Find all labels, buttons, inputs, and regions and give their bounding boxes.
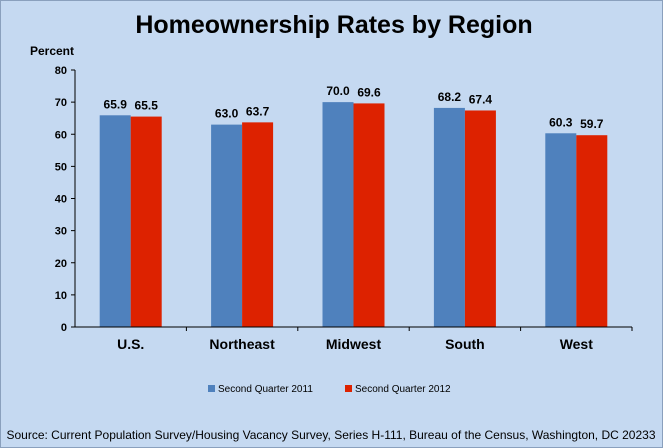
x-tick-label: U.S. [117,336,144,352]
bar [464,110,496,327]
chart-title: Homeownership Rates by Region [135,11,532,39]
x-tick-label: Northeast [209,336,275,352]
data-label: 69.6 [357,85,381,99]
bar [99,115,131,327]
y-tick-label: 50 [55,161,67,173]
bar [433,107,465,327]
bar [353,103,385,327]
data-label: 63.7 [246,104,270,118]
x-tick-label: West [560,336,594,352]
source-note: Source: Current Population Survey/Housin… [6,428,655,442]
data-label: 70.0 [326,84,350,98]
y-tick-label: 70 [55,97,67,109]
legend-label: Second Quarter 2011 [218,384,313,395]
y-tick-label: 20 [55,258,67,270]
y-axis-unit-label: Percent [30,44,74,58]
x-tick-label: Midwest [326,336,382,352]
bar [211,124,243,327]
bar [576,135,608,327]
y-tick-label: 40 [55,194,67,206]
x-tick-label: South [445,336,485,352]
data-label: 65.5 [135,99,159,113]
bar [130,116,162,327]
bar [545,133,577,327]
bar [322,102,354,327]
legend-label: Second Quarter 2012 [355,384,451,395]
bar [242,122,274,328]
y-tick-label: 60 [55,129,67,141]
y-tick-label: 0 [61,322,67,334]
legend-swatch [345,385,352,392]
y-tick-label: 30 [55,226,67,238]
legend-swatch [208,385,215,392]
data-label: 63.0 [215,107,239,121]
data-label: 68.2 [438,90,462,104]
y-tick-label: 80 [55,65,67,77]
data-label: 67.4 [469,92,493,106]
data-label: 59.7 [580,117,604,131]
data-label: 65.9 [104,97,128,111]
data-label: 60.3 [549,115,573,129]
y-tick-label: 10 [55,290,67,302]
